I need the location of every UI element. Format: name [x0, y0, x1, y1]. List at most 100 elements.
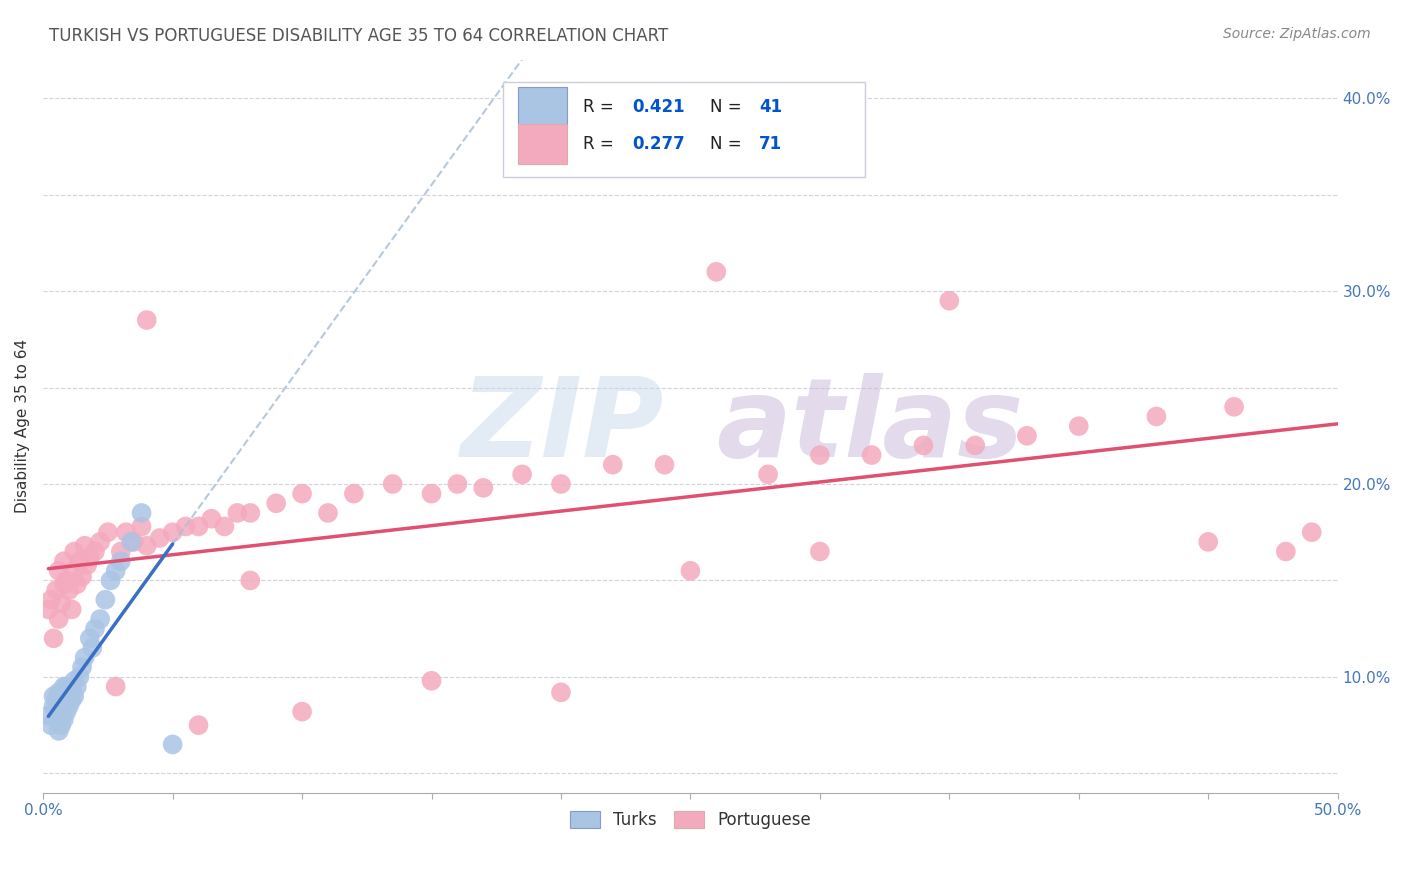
Point: [135, 313, 157, 327]
Text: N =: N =: [710, 98, 747, 116]
Point: [420, 673, 443, 688]
Point: [200, 512, 222, 526]
Point: [51, 718, 73, 732]
Point: [58, 685, 80, 699]
Text: R =: R =: [583, 135, 619, 153]
Text: ZIP: ZIP: [461, 373, 665, 480]
Point: [79, 632, 101, 646]
Point: [131, 506, 153, 520]
Point: [48, 723, 70, 738]
Point: [42, 698, 65, 713]
Point: [912, 438, 935, 452]
Point: [110, 544, 132, 558]
Point: [860, 448, 883, 462]
Point: [82, 640, 104, 655]
Point: [602, 458, 624, 472]
Point: [654, 458, 676, 472]
Point: [39, 592, 62, 607]
Point: [63, 544, 86, 558]
Point: [97, 525, 120, 540]
Point: [55, 705, 77, 719]
Point: [1301, 525, 1323, 540]
Point: [48, 612, 70, 626]
Point: [51, 705, 73, 719]
Point: [94, 592, 117, 607]
Point: [52, 554, 75, 568]
Text: atlas: atlas: [716, 373, 1024, 480]
Point: [60, 693, 83, 707]
Point: [239, 574, 262, 588]
Point: [808, 448, 831, 462]
Point: [938, 293, 960, 308]
Point: [149, 531, 172, 545]
Point: [1275, 544, 1298, 558]
Text: TURKISH VS PORTUGUESE DISABILITY AGE 35 TO 64 CORRELATION CHART: TURKISH VS PORTUGUESE DISABILITY AGE 35 …: [49, 27, 668, 45]
Point: [76, 558, 98, 572]
Legend: Turks, Portuguese: Turks, Portuguese: [564, 804, 817, 836]
Point: [89, 534, 111, 549]
Point: [45, 583, 67, 598]
Point: [704, 265, 727, 279]
Point: [214, 519, 236, 533]
Point: [63, 564, 86, 578]
Point: [343, 486, 366, 500]
Text: 41: 41: [759, 98, 782, 116]
Point: [226, 506, 249, 520]
Point: [291, 486, 314, 500]
Point: [316, 506, 339, 520]
Point: [45, 705, 67, 719]
Text: Source: ZipAtlas.com: Source: ZipAtlas.com: [1223, 27, 1371, 41]
Point: [135, 539, 157, 553]
Point: [104, 564, 127, 578]
Point: [58, 698, 80, 713]
Text: 71: 71: [759, 135, 782, 153]
Point: [66, 577, 89, 591]
Point: [131, 519, 153, 533]
Point: [808, 544, 831, 558]
Point: [1015, 429, 1038, 443]
Point: [70, 569, 93, 583]
Y-axis label: Disability Age 35 to 64: Disability Age 35 to 64: [15, 339, 30, 513]
Point: [60, 680, 83, 694]
Point: [115, 525, 138, 540]
Point: [120, 534, 142, 549]
Point: [510, 467, 533, 482]
Point: [39, 718, 62, 732]
Point: [73, 650, 96, 665]
Point: [55, 693, 77, 707]
Point: [187, 519, 209, 533]
Point: [63, 673, 86, 688]
Point: [52, 680, 75, 694]
Point: [100, 574, 122, 588]
Point: [67, 554, 90, 568]
Point: [58, 583, 80, 598]
Point: [84, 544, 107, 558]
Point: [48, 685, 70, 699]
Text: 0.277: 0.277: [633, 135, 685, 153]
Point: [84, 622, 107, 636]
Point: [48, 712, 70, 726]
Point: [420, 486, 443, 500]
Point: [1223, 400, 1246, 414]
Point: [965, 438, 987, 452]
Point: [162, 525, 184, 540]
Point: [45, 712, 67, 726]
Point: [679, 564, 702, 578]
Point: [73, 539, 96, 553]
Bar: [519, 87, 568, 128]
Text: R =: R =: [583, 98, 619, 116]
Point: [42, 689, 65, 703]
Bar: [519, 124, 568, 164]
Point: [162, 738, 184, 752]
Point: [60, 602, 83, 616]
Point: [42, 632, 65, 646]
Point: [174, 519, 197, 533]
Point: [1067, 419, 1090, 434]
Point: [89, 612, 111, 626]
Point: [1197, 534, 1219, 549]
Point: [110, 554, 132, 568]
Text: N =: N =: [710, 135, 747, 153]
Point: [37, 708, 59, 723]
Point: [122, 534, 145, 549]
Point: [63, 689, 86, 703]
